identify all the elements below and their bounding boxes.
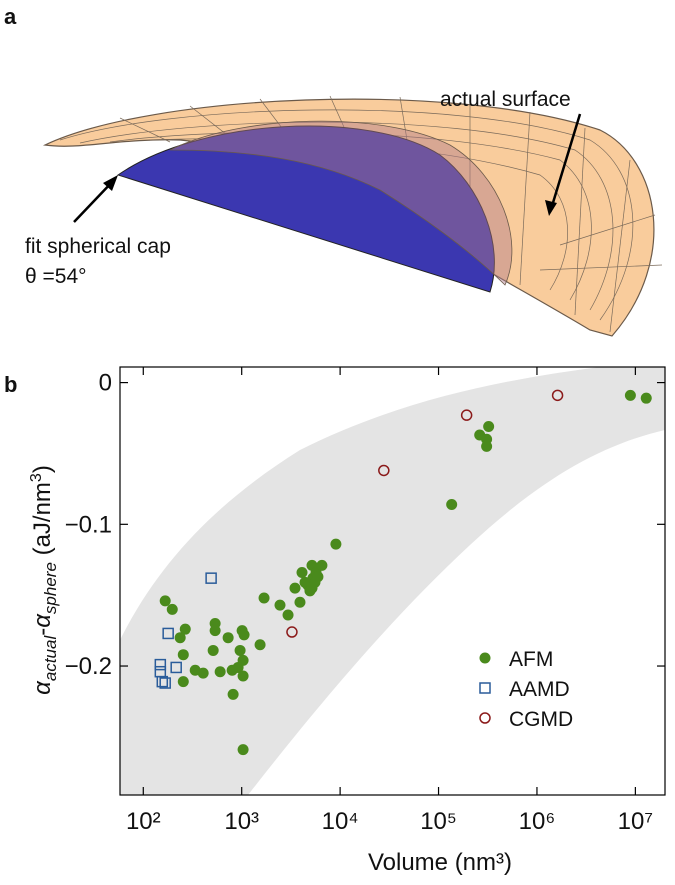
data-point	[234, 644, 246, 656]
data-point	[237, 670, 249, 682]
y-label-part: (aJ/nm	[29, 482, 56, 562]
spherical-cap	[116, 125, 495, 293]
data-point	[179, 623, 191, 635]
data-point	[306, 582, 318, 594]
data-point	[289, 582, 301, 594]
data-point	[154, 658, 167, 671]
data-point	[481, 440, 493, 452]
y-label-part: )	[29, 465, 56, 473]
legend-label: AAMD	[509, 678, 570, 701]
x-tick-label: 10⁶	[519, 808, 556, 835]
annotation: actual surface	[440, 88, 571, 111]
data-point	[624, 389, 636, 401]
y-label-part: sphere	[41, 562, 60, 614]
annotation: θ =54°	[25, 265, 87, 288]
data-point	[156, 675, 169, 688]
data-point	[460, 409, 473, 421]
y-tick-label: 0	[99, 370, 112, 397]
data-point	[446, 498, 458, 510]
data-point	[177, 649, 189, 661]
arrow-head	[103, 175, 118, 191]
data-point	[640, 392, 652, 404]
legend-marker	[479, 652, 491, 664]
data-point	[296, 566, 308, 578]
data-point	[286, 626, 298, 638]
data-point	[162, 627, 174, 640]
data-point	[312, 571, 324, 583]
legend-marker	[479, 682, 491, 694]
panel-label: a	[4, 4, 17, 29]
y-tick-label: −0.2	[65, 653, 112, 680]
x-axis-label: Volume (nm³)	[368, 849, 512, 876]
surface-bump	[169, 120, 513, 286]
data-point	[378, 464, 390, 477]
y-label-part: α	[29, 613, 56, 628]
data-point	[209, 625, 221, 637]
panel-a: a actual surface fit spherical cap θ =54…	[4, 4, 663, 337]
data-point	[258, 592, 270, 604]
data-point	[316, 559, 328, 571]
data-point	[237, 744, 249, 756]
data-point	[159, 677, 171, 689]
x-tick-label: 10⁴	[322, 808, 359, 835]
legend-marker	[479, 712, 491, 724]
data-point	[238, 629, 250, 641]
x-tick-label: 10²	[126, 808, 161, 835]
data-point	[170, 661, 182, 674]
legend-label: CGMD	[509, 708, 573, 731]
data-point	[237, 654, 249, 666]
shaded-band	[120, 367, 665, 795]
data-point	[197, 667, 209, 679]
y-label-part: 3	[28, 473, 45, 482]
data-point	[551, 389, 564, 402]
data-point	[274, 599, 286, 611]
data-point	[214, 666, 226, 678]
y-axis-label: αactual-αsphere (aJ/nm3)	[28, 465, 60, 695]
y-label-part: α	[29, 680, 56, 695]
arrow-head	[545, 200, 557, 216]
data-point	[222, 632, 234, 644]
x-tick-label: 10⁵	[420, 808, 457, 835]
x-tick-label: 10³	[224, 808, 259, 835]
data-point	[227, 688, 239, 700]
annotation-arrow	[73, 179, 115, 223]
y-label-part: -	[29, 628, 56, 636]
data-point	[159, 595, 171, 607]
annotation: fit spherical cap	[25, 235, 171, 258]
data-point	[254, 639, 266, 651]
x-tick-label: 10⁷	[618, 808, 653, 835]
panel-label: b	[4, 372, 17, 397]
data-point	[330, 538, 342, 550]
data-point	[483, 421, 495, 433]
plot-frame	[119, 366, 666, 796]
data-point	[166, 603, 178, 615]
data-point	[205, 572, 217, 584]
data-point	[282, 609, 294, 621]
data-point	[294, 596, 306, 608]
data-point	[174, 632, 186, 644]
data-point	[207, 644, 219, 656]
annotation-arrow	[550, 113, 582, 207]
data-point	[177, 676, 189, 688]
y-tick-label: −0.1	[65, 511, 112, 538]
legend-label: AFM	[509, 648, 553, 671]
y-label-part: actual	[41, 635, 60, 682]
panel-b: b Volume (nm³) αactual-αsphere (aJ/nm3)	[4, 366, 666, 876]
